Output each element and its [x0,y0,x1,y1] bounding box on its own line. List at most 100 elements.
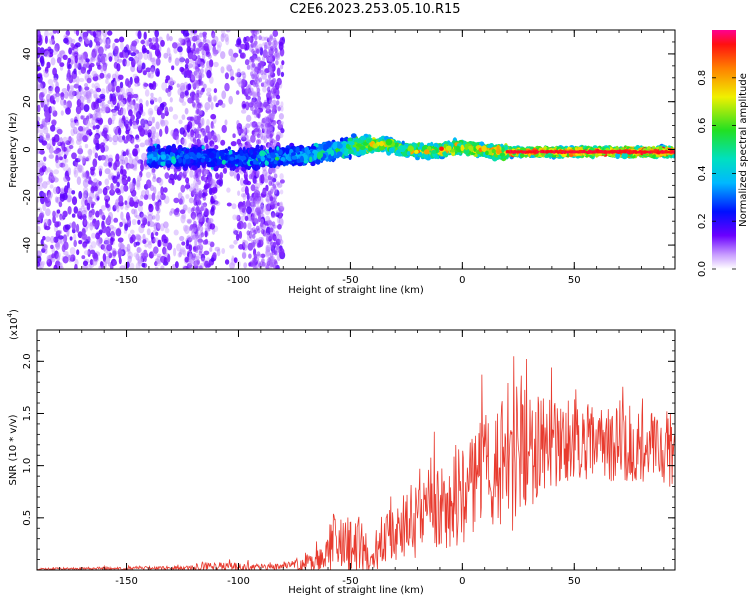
noise-speck [244,129,250,134]
noise-speck [138,98,143,105]
noise-speck [134,103,141,112]
noise-speck [144,129,148,136]
noise-speck [61,144,65,153]
noise-speck [204,169,209,176]
noise-speck [137,30,142,40]
noise-speck [216,133,221,143]
noise-speck [209,241,215,248]
noise-speck [83,190,88,195]
noise-speck [197,179,201,185]
noise-speck [140,162,144,172]
noise-speck [51,119,57,126]
noise-speck [37,30,41,38]
noise-speck [132,121,137,127]
noise-speck [56,57,62,64]
noise-speck [173,197,180,204]
noise-speck [232,52,239,58]
noise-speck [99,93,106,99]
noise-speck [265,122,269,128]
noise-speck [192,262,197,268]
noise-speck [249,195,253,201]
noise-speck [206,60,210,69]
noise-speck [60,110,64,116]
noise-speck [143,82,149,87]
noise-speck [224,259,230,265]
noise-speck [236,128,241,135]
noise-speck [235,214,240,221]
noise-speck [151,36,155,44]
noise-speck [188,197,194,204]
noise-speck [142,48,148,53]
noise-speck [67,254,74,263]
noise-speck [226,202,232,207]
noise-speck [155,213,160,222]
noise-speck [251,213,256,219]
noise-speck [230,55,237,63]
noise-speck [47,218,52,227]
noise-speck [132,120,136,126]
noise-speck [119,221,123,227]
noise-speck [83,190,89,199]
noise-speck [273,235,278,242]
noise-speck [102,62,107,72]
noise-speck [78,56,84,65]
noise-speck [234,72,240,78]
noise-speck [84,83,88,88]
noise-speck [195,73,199,79]
noise-speck [89,62,95,68]
noise-speck [110,182,114,191]
noise-speck [125,135,131,142]
noise-speck [219,172,224,179]
noise-speck [220,33,225,42]
noise-speck [199,32,203,38]
noise-speck [182,170,187,179]
noise-speck [58,151,64,156]
noise-speck [241,186,246,193]
noise-speck [184,90,189,96]
noise-speck [207,94,213,103]
noise-speck [191,223,196,229]
noise-speck [114,45,119,54]
noise-speck [127,248,131,255]
noise-speck [51,175,57,181]
noise-speck [80,205,85,210]
noise-speck [67,63,72,70]
noise-speck [215,172,219,179]
noise-speck [76,249,80,256]
noise-speck [163,221,169,229]
noise-speck [238,48,242,54]
noise-speck [86,202,91,211]
noise-speck [43,156,47,162]
noise-speck [101,104,106,114]
noise-speck [156,51,162,59]
noise-speck [150,232,154,240]
noise-speck [149,110,153,115]
noise-speck [262,132,268,139]
noise-speck [86,77,92,84]
noise-speck [135,241,140,246]
noise-speck [185,182,190,191]
noise-speck [192,137,197,143]
chart-title: C2E6.2023.253.05.10.R15 [289,2,461,17]
noise-speck [279,64,284,70]
noise-speck [241,109,247,114]
noise-speck [111,248,117,253]
noise-speck [115,188,121,194]
noise-speck [92,258,98,266]
noise-speck [270,241,274,247]
noise-speck [71,38,76,44]
noise-speck [184,63,189,69]
noise-speck [69,55,76,65]
noise-speck [233,239,238,245]
noise-speck [63,175,69,183]
noise-speck [38,212,44,220]
noise-speck [83,217,87,226]
noise-speck [43,126,49,135]
noise-speck [104,168,111,175]
noise-speck [237,190,241,196]
noise-speck [164,106,169,116]
noise-speck [152,176,157,183]
noise-speck [82,171,86,178]
noise-speck [62,192,68,201]
noise-speck [197,133,202,139]
